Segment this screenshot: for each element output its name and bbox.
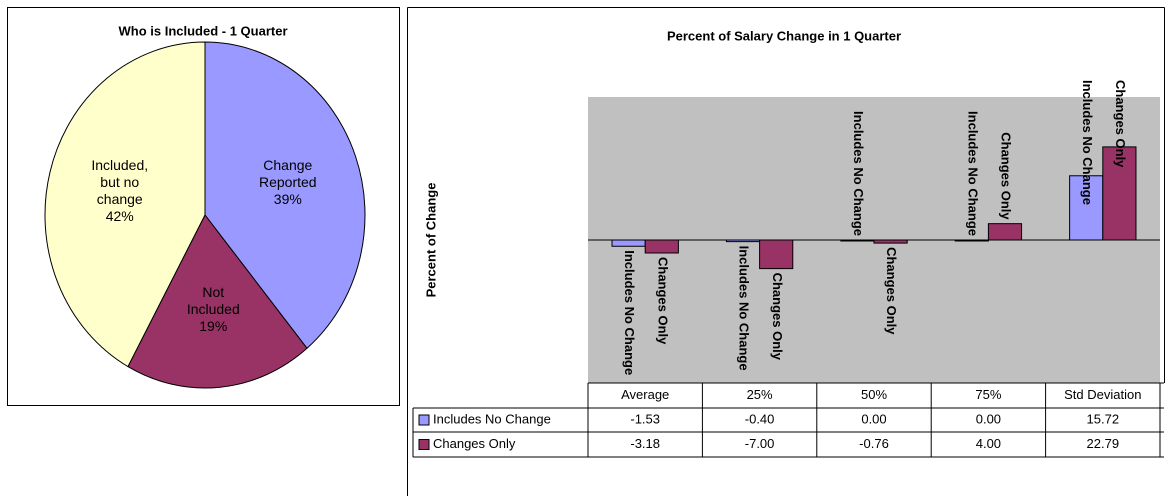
bar-series-label: Changes Only — [770, 273, 785, 361]
table-category: 50% — [861, 387, 887, 402]
table-value: 22.79 — [1087, 436, 1120, 451]
bar-series-label: Includes No Change — [851, 111, 866, 236]
bar — [873, 239, 908, 244]
table-value: 15.72 — [1087, 411, 1120, 426]
legend-key — [418, 439, 430, 450]
bar-series-label: Includes No Change — [737, 246, 752, 371]
table-value: -3.18 — [630, 436, 660, 451]
bar — [1102, 146, 1137, 241]
table-category: 25% — [747, 387, 773, 402]
bar — [759, 239, 794, 270]
bar-series-label: Includes No Change — [622, 250, 637, 375]
bar-series-label: Changes Only — [999, 132, 1014, 220]
table-value: 0.00 — [976, 411, 1001, 426]
table-value: 0.00 — [861, 411, 886, 426]
pie-category: Not Included — [186, 284, 240, 318]
legend-label: Includes No Change — [433, 411, 551, 426]
pie-category: Change Reported — [259, 157, 317, 191]
table-value: -7.00 — [745, 436, 775, 451]
table-value: -1.53 — [630, 411, 660, 426]
pie-percent: 19% — [199, 318, 228, 335]
bar-series-label: Includes No Change — [1080, 80, 1095, 205]
pie-category: Included, but no change — [91, 157, 149, 208]
pie-percent: 39% — [273, 191, 302, 208]
pie-title: Who is Included - 1 Quarter — [118, 23, 287, 38]
table-value: -0.76 — [859, 436, 889, 451]
bar — [954, 239, 989, 242]
table-category: Std Deviation — [1064, 387, 1141, 402]
legend-label: Changes Only — [433, 436, 516, 451]
pie-slice — [44, 41, 206, 368]
y-axis-label: Percent of Change — [423, 183, 438, 298]
table-value: -0.40 — [745, 411, 775, 426]
bar-title: Percent of Salary Change in 1 Quarter — [667, 28, 901, 43]
bar-series-label: Includes No Change — [965, 111, 980, 236]
bar — [987, 223, 1023, 241]
pie-slice — [204, 41, 366, 350]
bar — [611, 239, 646, 247]
pie-slice — [127, 214, 308, 389]
table-value: 4.00 — [976, 436, 1001, 451]
pie-percent: 42% — [105, 208, 134, 225]
bar — [840, 239, 875, 242]
table-category: Average — [621, 387, 669, 402]
bar-series-label: Changes Only — [655, 257, 670, 345]
table-category: 75% — [975, 387, 1001, 402]
bar — [644, 239, 679, 254]
bar-series-label: Changes Only — [884, 247, 899, 335]
bar-series-label: Changes Only — [1113, 80, 1128, 168]
legend-key — [418, 414, 430, 426]
bar — [725, 239, 761, 243]
